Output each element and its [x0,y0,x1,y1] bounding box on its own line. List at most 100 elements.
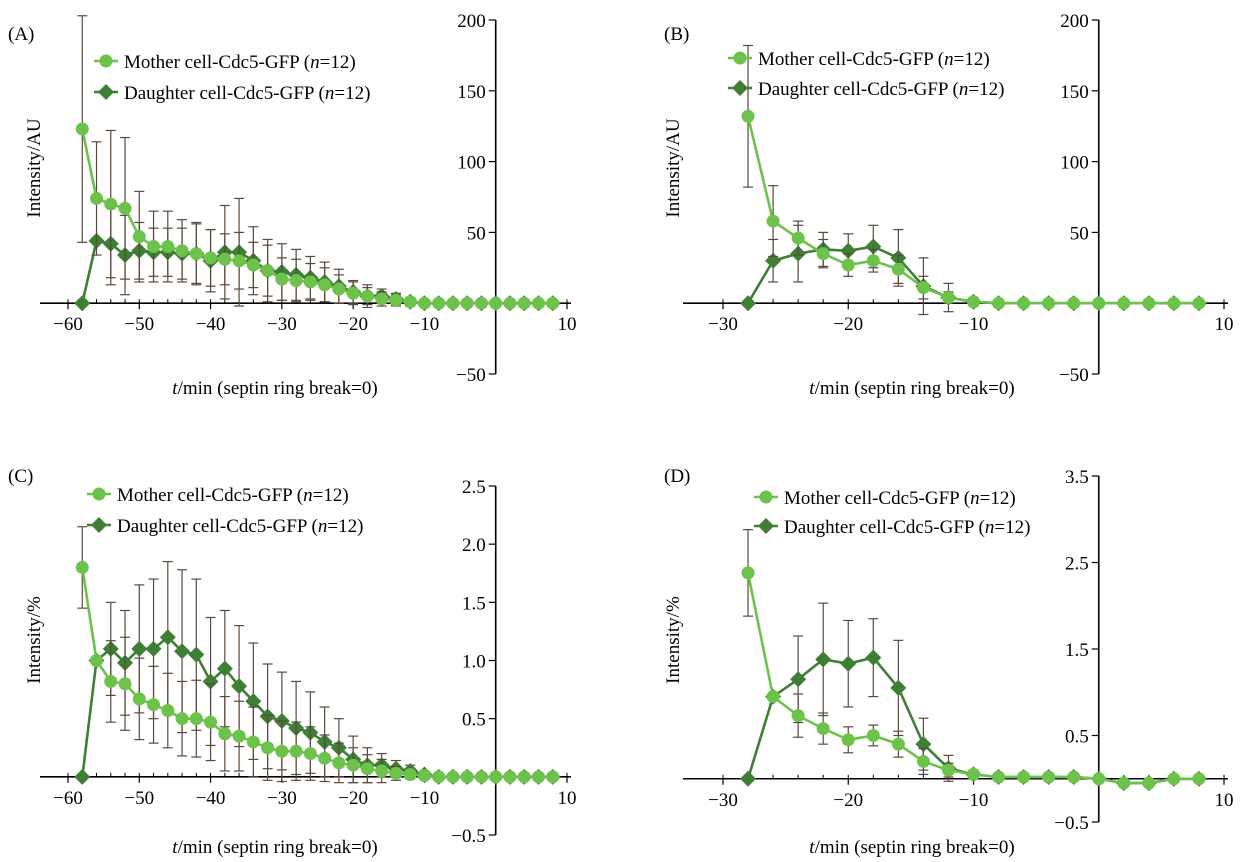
x-tick-label: 10 [1215,790,1234,811]
x-tick-label: −20 [338,314,368,335]
legend-entry-mother: Mother cell-Cdc5-GFP (n=12) [94,52,356,73]
x-tick-label: −10 [410,314,440,335]
series-mother [741,529,1206,790]
data-point [232,254,246,268]
data-point [189,247,203,261]
y-axis-title: Intensity/AU [663,118,684,217]
legend-marker [98,84,114,100]
data-point [460,296,474,310]
data-point [232,729,246,743]
data-point [1067,770,1081,784]
data-point [261,741,275,755]
y-tick-label: 150 [1060,82,1089,103]
data-point [1117,776,1131,790]
data-point [890,679,907,696]
data-point [1017,296,1031,310]
x-tick-label: −40 [196,788,226,809]
data-point [175,244,189,258]
data-point [474,296,488,310]
data-point [132,692,146,706]
data-point [147,698,161,712]
data-point [145,640,162,657]
y-tick-label: 150 [457,82,486,103]
y-tick-label: 2.5 [1065,554,1089,575]
data-point [740,295,757,312]
series-line [746,115,1199,305]
data-point [741,566,755,580]
data-point [245,693,262,710]
data-point [816,247,830,261]
data-point [204,715,218,729]
data-point [375,764,389,778]
data-point [403,768,417,782]
data-point [1067,296,1081,310]
data-point [967,295,980,309]
data-point [967,767,980,781]
data-point [891,737,905,751]
data-point [218,252,232,266]
y-tick-label: 1.5 [1065,640,1089,661]
data-point [417,769,431,783]
y-tick-label: 50 [467,223,486,244]
data-point [517,770,531,784]
data-point [531,770,545,784]
data-point [766,690,780,704]
data-point [147,240,161,254]
data-point [1142,296,1156,310]
y-tick-label: 3.5 [1065,467,1089,488]
data-point [489,296,503,310]
data-point [289,274,303,288]
data-point [346,286,360,300]
legend-entry-mother: Mother cell-Cdc5-GFP (n=12) [728,49,990,70]
data-point [866,729,880,742]
data-point [360,762,374,776]
data-point [74,768,91,785]
data-point [546,296,560,310]
chart-panel-b: (B) −30 −20 −10 10 −50 50 100 150 200 Intensity/AU… [663,11,1234,399]
data-point [865,238,882,255]
legend-marker [758,518,774,534]
data-point [766,214,780,228]
x-axis-title: t/min (septin ring break=0) [172,378,377,399]
data-point [474,770,488,784]
chart-panel-c: (C) −60 −50 −40 −30 −20 −10 10 −0.5 0.5 1.0 1.5 2.0 2… [8,466,577,858]
data-point [275,272,289,286]
data-point [161,240,175,254]
data-point [202,673,219,690]
y-tick-label: −50 [456,365,486,386]
series-daughter [74,561,561,785]
panel-label: (C) [8,466,33,487]
x-tick-label: −20 [338,788,368,809]
x-tick-label: −40 [196,314,226,335]
legend-label: Daughter cell-Cdc5-GFP (n=12) [758,79,1004,100]
series-line [81,128,553,305]
data-point [346,758,360,772]
x-tick-label: −20 [833,790,863,811]
data-point [74,295,91,312]
data-point [90,654,104,667]
data-point [289,744,303,758]
x-tick-label: −10 [959,790,989,811]
data-point [941,291,955,305]
data-point [460,770,474,784]
data-point [546,770,560,784]
data-point [446,296,460,310]
data-point [840,242,857,259]
x-tick-label: −30 [708,314,738,335]
data-point [131,640,148,657]
y-tick-label: 100 [457,153,486,174]
data-point [188,646,205,663]
data-point [159,629,176,646]
data-point [389,766,403,780]
data-point [189,712,203,726]
data-point [531,296,545,310]
y-tick-label: 0.5 [462,710,486,731]
y-tick-label: 200 [1060,11,1089,32]
data-point [118,677,132,691]
legend-label: Mother cell-Cdc5-GFP (n=12) [758,49,990,70]
data-point [104,674,118,688]
data-point [218,727,232,741]
series-line [81,567,553,779]
data-point [275,744,289,758]
legend-label: Daughter cell-Cdc5-GFP (n=12) [124,83,370,104]
